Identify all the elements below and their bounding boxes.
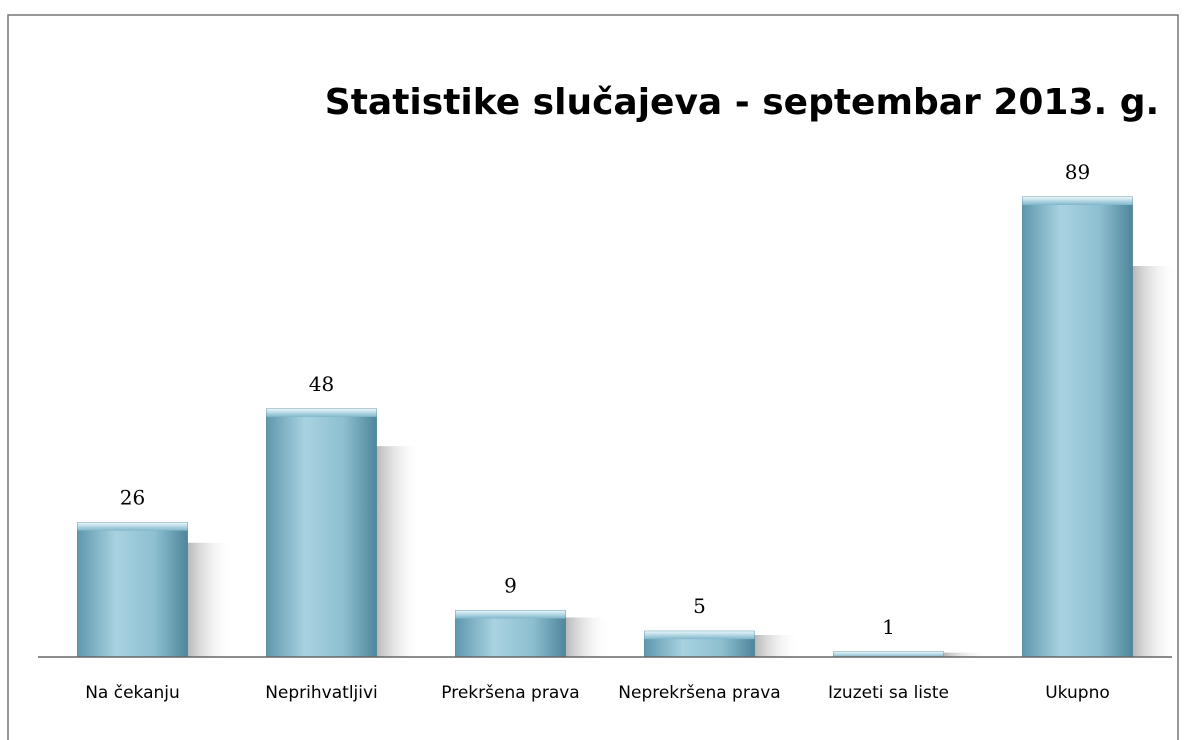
bar [1022, 196, 1133, 658]
bar-bevel [1022, 197, 1133, 205]
bar [77, 522, 188, 658]
x-tick-label: Izuzeti sa liste [828, 683, 949, 703]
value-label: 26 [120, 486, 145, 510]
bar-shadow [754, 635, 800, 657]
value-label: 1 [882, 615, 895, 639]
bar-bevel [833, 651, 944, 657]
bar [266, 408, 377, 658]
bar-bevel [266, 408, 377, 417]
value-label: 48 [309, 372, 334, 396]
x-tick-label: Na čekanju [85, 683, 180, 703]
value-label: 9 [504, 573, 517, 597]
frame [7, 14, 1179, 740]
bar-bevel [77, 522, 188, 531]
bar-shadow [943, 652, 989, 657]
bar-shadow [565, 617, 611, 657]
value-label: 5 [693, 594, 706, 618]
value-label: 89 [1065, 160, 1090, 184]
bar-shadow [376, 446, 422, 657]
x-tick-label: Prekršena prava [441, 683, 579, 703]
bar-shadow [1132, 266, 1178, 657]
x-tick-label: Neprihvatljivi [265, 683, 378, 703]
x-tick-label: Ukupno [1045, 683, 1110, 703]
bars [77, 196, 1178, 658]
chart-title: Statistike slučajeva - septembar 2013. g… [325, 82, 1159, 123]
bar-bevel [644, 631, 755, 640]
x-tick-label: Neprekršena prava [618, 683, 780, 703]
bar-shadow [187, 542, 233, 657]
bar-bevel [455, 610, 566, 619]
